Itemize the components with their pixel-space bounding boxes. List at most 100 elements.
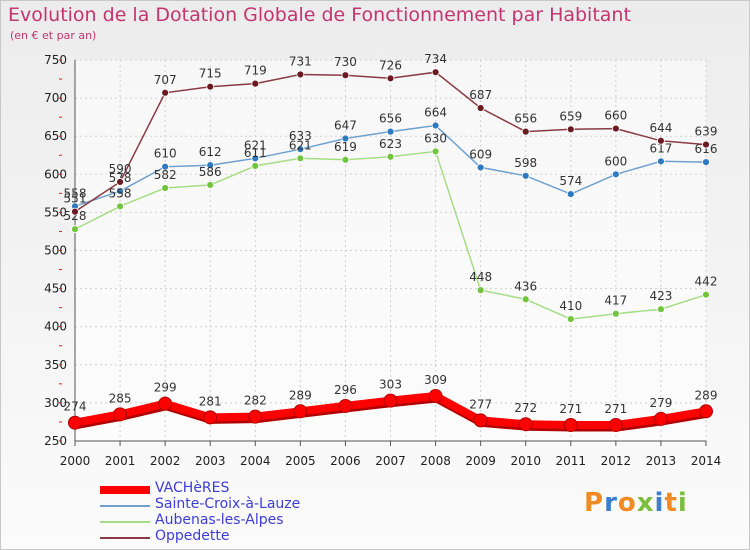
series-0-data-label: 285 xyxy=(109,391,132,405)
series-1-data-label: 664 xyxy=(424,106,447,120)
series-2-data-label: 611 xyxy=(244,146,267,160)
series-3-point xyxy=(702,140,710,149)
series-0-point xyxy=(68,415,82,430)
series-1-point xyxy=(296,145,305,154)
series-3-data-label: 719 xyxy=(244,64,267,78)
legend-item-vacheres: VACHèRES xyxy=(100,480,360,498)
series-1-data-label: 656 xyxy=(379,112,402,126)
series-2-point xyxy=(386,152,395,161)
series-1-point xyxy=(341,134,350,143)
legend-label-aubenas: Aubenas-les-Alpes xyxy=(155,512,284,528)
series-1-point xyxy=(657,157,665,166)
legend: VACHèRES Sainte-Croix-à-Lauze Aubenas-le… xyxy=(100,480,360,546)
series-3-data-label: 707 xyxy=(154,73,177,87)
legend-item-sainte-croix: Sainte-Croix-à-Lauze xyxy=(100,496,360,514)
series-2-data-label: 442 xyxy=(695,275,718,289)
series-1-data-label: 612 xyxy=(199,145,222,159)
series-1-point xyxy=(161,162,170,171)
series-0-point xyxy=(428,389,443,404)
series-1-point xyxy=(116,187,124,195)
x-tick-label: 2007 xyxy=(375,454,406,468)
legend-swatch-sainte-croix xyxy=(100,505,150,507)
series-0-data-label: 279 xyxy=(649,396,672,410)
series-1-data-label: 598 xyxy=(514,156,537,170)
series-0-data-label: 299 xyxy=(154,381,177,395)
x-tick-label: 2004 xyxy=(240,454,271,468)
series-3-point xyxy=(521,127,530,136)
series-0-point xyxy=(113,407,128,422)
series-0-point xyxy=(699,404,713,419)
series-3-point xyxy=(296,70,305,79)
series-2-data-label: 630 xyxy=(424,131,447,145)
series-0-point xyxy=(338,398,353,413)
series-2-point xyxy=(341,155,350,164)
series-1-data-label: 600 xyxy=(604,154,627,168)
series-2-point xyxy=(251,162,260,170)
logo-letter: r xyxy=(604,488,618,518)
series-3-point xyxy=(476,104,485,112)
series-2-point xyxy=(431,147,440,156)
series-0-point xyxy=(653,411,668,426)
y-tick-label: 300 xyxy=(44,396,67,410)
y-tick-label: 400 xyxy=(44,320,67,334)
series-2-data-label: 436 xyxy=(514,279,537,293)
series-0-point xyxy=(473,413,488,428)
series-1-data-label: 616 xyxy=(695,142,718,156)
x-tick-label: 2014 xyxy=(691,454,722,468)
series-0-data-label: 309 xyxy=(424,373,447,387)
series-3-data-label: 656 xyxy=(514,112,537,126)
series-1-point xyxy=(566,190,575,199)
series-0-point xyxy=(248,409,263,424)
series-2-data-label: 623 xyxy=(379,137,402,151)
series-1-point xyxy=(611,170,620,179)
series-2-data-label: 586 xyxy=(199,165,222,179)
x-tick-label: 2000 xyxy=(60,454,91,468)
legend-label-oppedette: Oppedette xyxy=(155,528,230,544)
series-1-data-label: 617 xyxy=(649,141,672,155)
chart-subtitle: (en € et par an) xyxy=(10,29,97,42)
series-3-data-label: 726 xyxy=(379,58,402,72)
x-tick-label: 2002 xyxy=(150,454,181,468)
series-1-point xyxy=(206,161,215,170)
x-tick-label: 2013 xyxy=(646,454,677,468)
x-tick-label: 2012 xyxy=(601,454,632,468)
series-1-point xyxy=(521,171,530,180)
series-1-point xyxy=(476,163,485,172)
series-2-point xyxy=(206,181,215,189)
x-tick-label: 2008 xyxy=(420,454,451,468)
series-0-point xyxy=(608,417,623,432)
series-0-point xyxy=(158,396,173,411)
series-3-point xyxy=(71,207,79,216)
legend-swatch-oppedette xyxy=(100,537,150,539)
series-0-data-label: 282 xyxy=(244,394,267,408)
series-0-data-label: 272 xyxy=(514,401,537,415)
series-2-data-label: 582 xyxy=(154,168,177,182)
series-2-point xyxy=(161,184,170,192)
logo-letter: o xyxy=(617,488,637,518)
legend-swatch-aubenas xyxy=(100,521,150,523)
series-2-data-label: 621 xyxy=(289,138,312,152)
x-tick-label: 2003 xyxy=(195,454,226,468)
legend-label-sainte-croix: Sainte-Croix-à-Lauze xyxy=(155,496,301,512)
series-1-point xyxy=(702,158,710,167)
logo-letter: P xyxy=(584,488,605,518)
series-2-point xyxy=(71,225,79,234)
series-0-point xyxy=(293,404,308,419)
series-3-point xyxy=(161,88,170,97)
series-1-point xyxy=(431,121,440,130)
series-0-data-label: 274 xyxy=(64,400,87,414)
series-1-point xyxy=(251,154,260,163)
series-3-data-label: 730 xyxy=(334,55,357,69)
y-tick-label: 350 xyxy=(44,358,67,372)
legend-item-oppedette: Oppedette xyxy=(100,528,360,546)
series-3-data-label: 590 xyxy=(109,162,132,176)
logo-letter: i xyxy=(677,488,688,518)
series-0-data-label: 289 xyxy=(695,388,718,402)
y-tick-label: 600 xyxy=(44,167,67,181)
series-1-data-label: 633 xyxy=(289,129,312,143)
series-3-point xyxy=(657,136,665,145)
series-3-data-label: 687 xyxy=(469,88,492,102)
series-1-data-label: 609 xyxy=(469,147,492,161)
series-1-data-label: 647 xyxy=(334,118,357,132)
series-0-point xyxy=(563,417,578,432)
